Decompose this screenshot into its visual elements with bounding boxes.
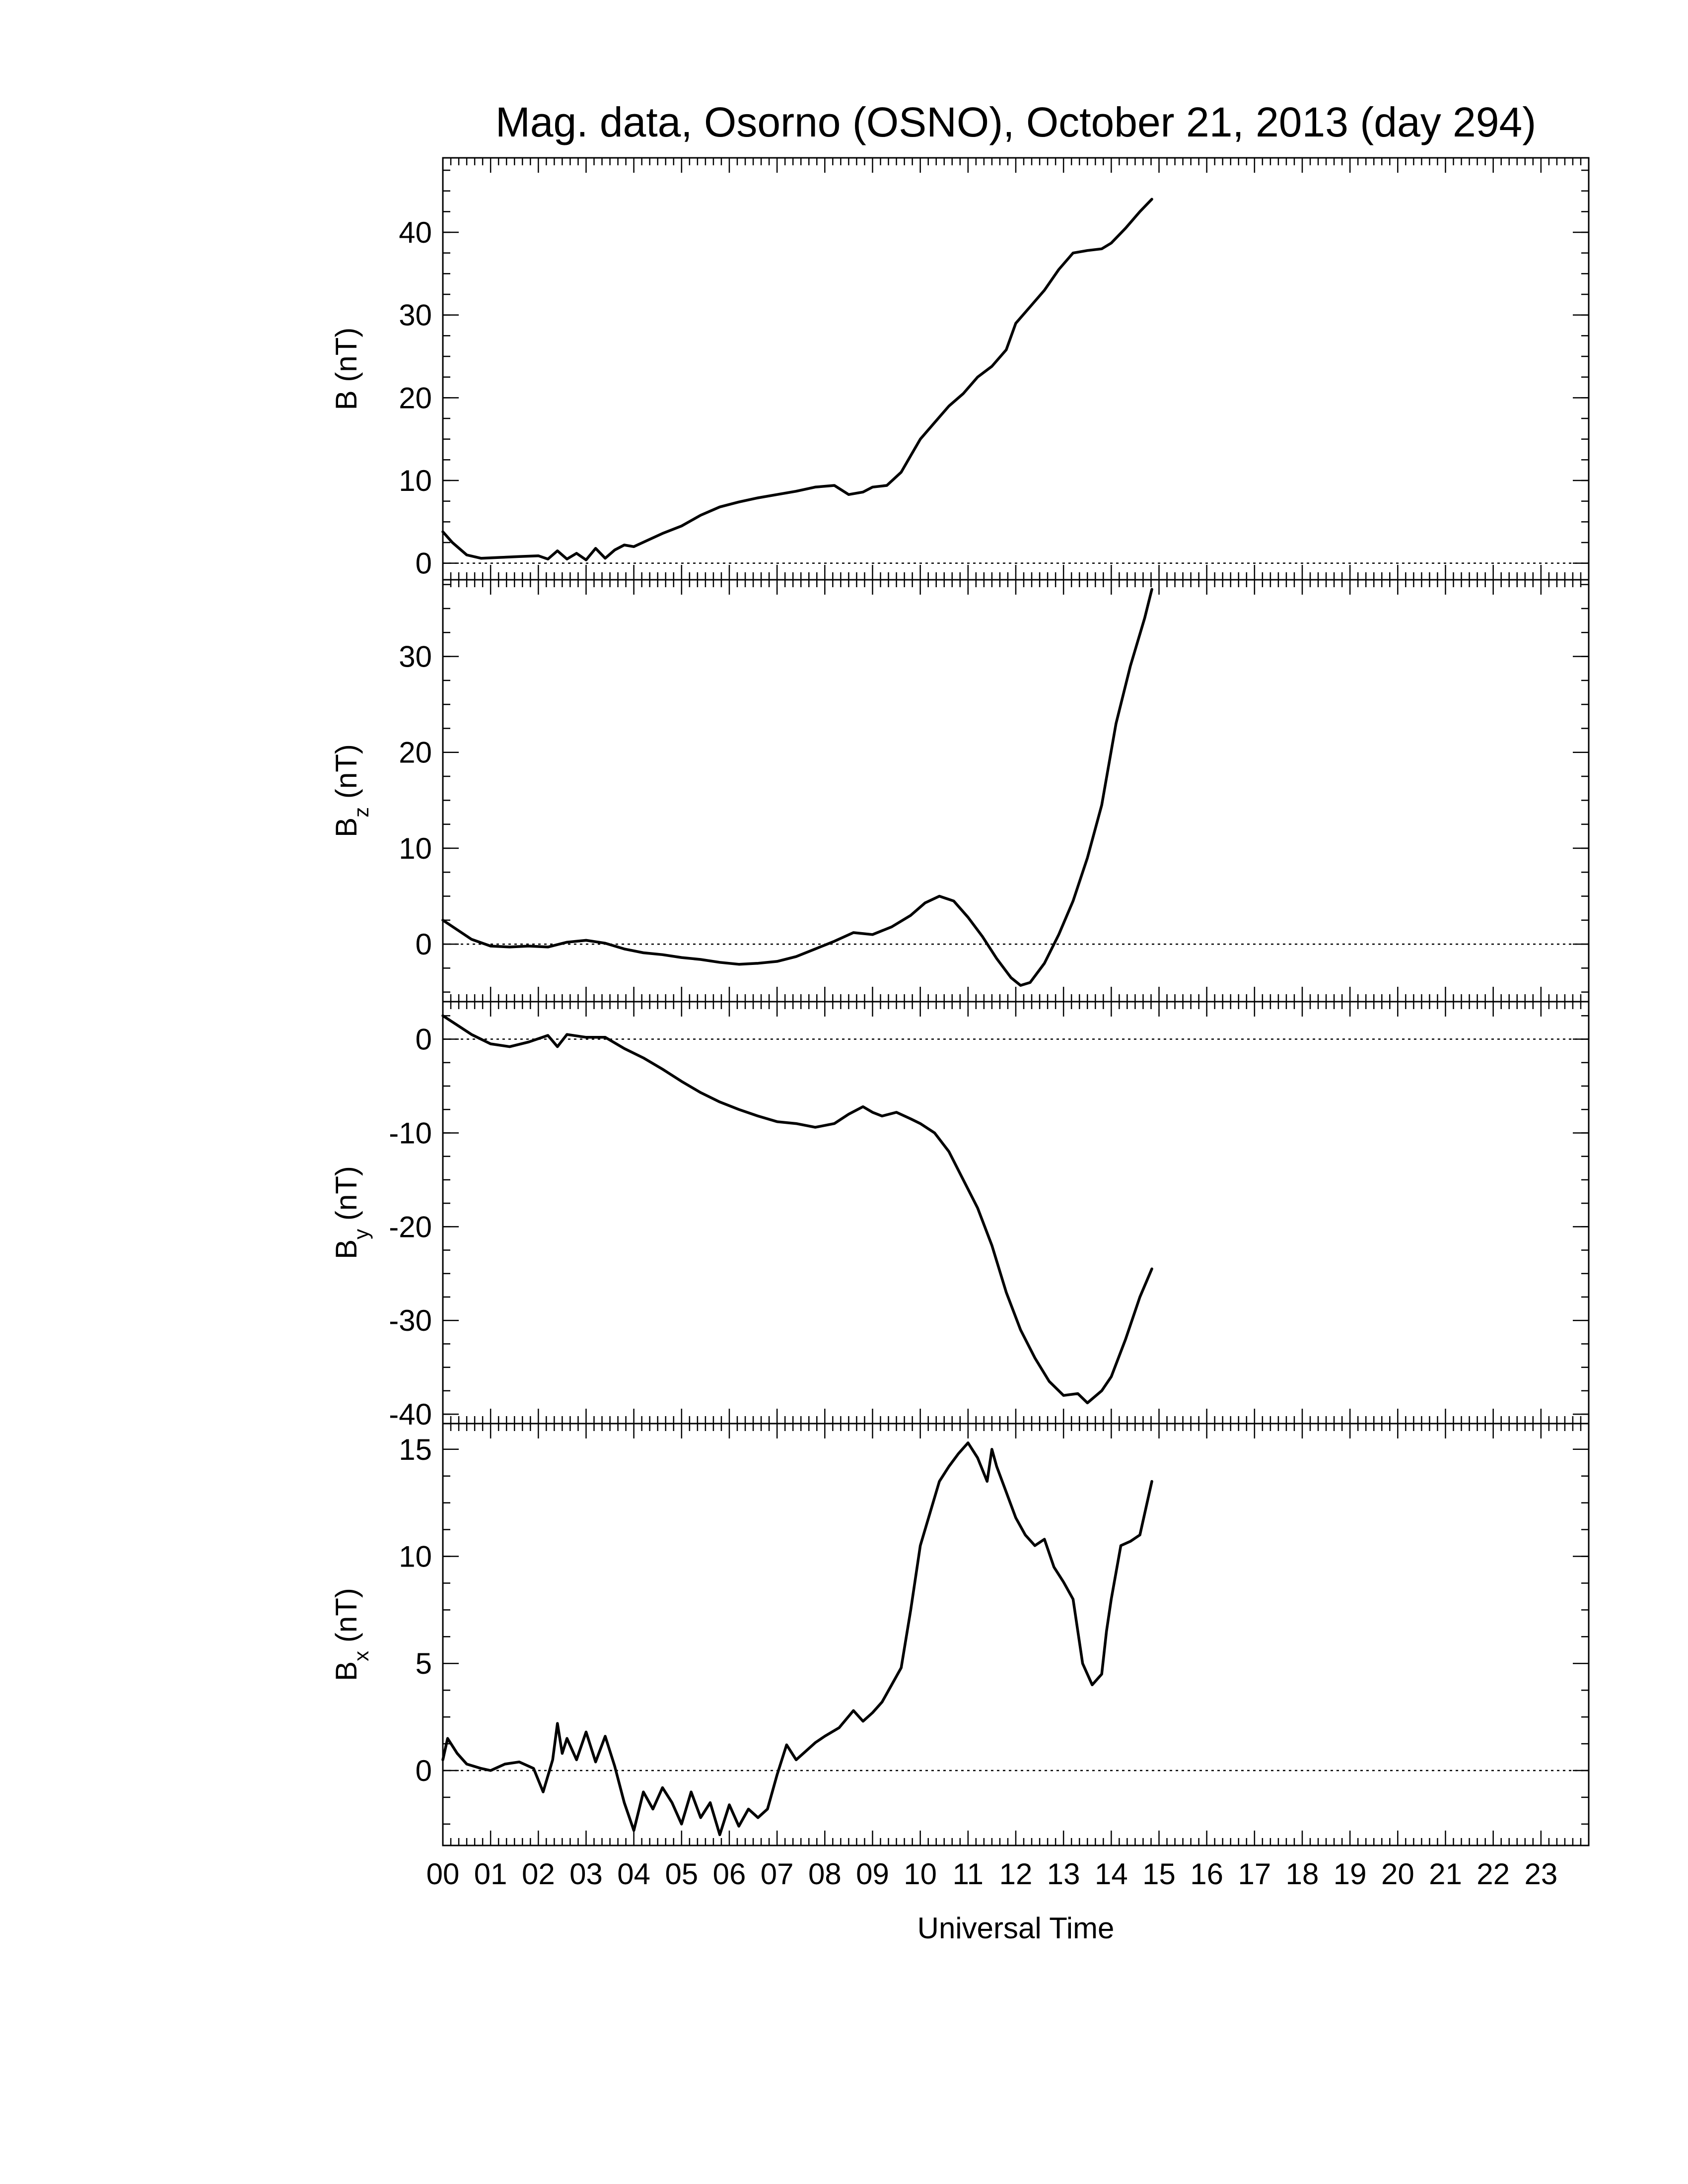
x-tick-label: 19	[1334, 1857, 1367, 1891]
y-tick-label: 15	[399, 1433, 432, 1466]
panel-frame	[442, 1001, 1590, 1425]
x-tick-label: 16	[1190, 1857, 1223, 1891]
x-tick-label: 08	[808, 1857, 842, 1891]
x-tick-label: 15	[1142, 1857, 1176, 1891]
y-tick-label: 30	[399, 299, 432, 332]
panel-0: 0 10 20 30 40 B (nT)	[330, 157, 1590, 581]
x-tick-label: 04	[617, 1857, 650, 1891]
x-tick-label: 05	[665, 1857, 698, 1891]
x-tick-label: 21	[1429, 1857, 1462, 1891]
x-tick-label: 13	[1047, 1857, 1080, 1891]
x-tick-label: 20	[1381, 1857, 1414, 1891]
y-tick-label: -10	[389, 1116, 432, 1150]
panel-frame	[442, 579, 1590, 1003]
data-trace	[441, 588, 1153, 987]
y-tick-label: 0	[416, 1023, 432, 1056]
x-tick-label: 06	[713, 1857, 746, 1891]
y-axis-label: Bz (nT)	[330, 744, 373, 837]
x-tick-label: 22	[1477, 1857, 1510, 1891]
data-trace	[441, 1014, 1153, 1405]
x-tick-label: 07	[761, 1857, 794, 1891]
x-tick-label: 14	[1095, 1857, 1128, 1891]
y-tick-label: 0	[416, 1754, 432, 1787]
panel-frame	[442, 157, 1590, 581]
x-tick-label: 18	[1286, 1857, 1319, 1891]
x-axis-group: 00 01 02 03 04 05 06 07 08 09 10 11 12 13 14 15 16 17 18 19…	[426, 1857, 1558, 1891]
y-tick-label: -20	[389, 1210, 432, 1243]
x-tick-label: 23	[1524, 1857, 1557, 1891]
x-tick-label: 01	[474, 1857, 507, 1891]
x-tick-label: 11	[953, 1857, 984, 1891]
y-axis-label: B (nT)	[330, 328, 363, 410]
y-tick-label: 20	[399, 736, 432, 769]
y-tick-label: -30	[389, 1304, 432, 1337]
x-tick-label: 10	[904, 1857, 937, 1891]
panel-frame	[442, 1423, 1590, 1846]
y-tick-label: -40	[389, 1398, 432, 1431]
x-tick-label: 09	[856, 1857, 889, 1891]
y-tick-label: 10	[399, 1540, 432, 1573]
x-tick-label: 03	[569, 1857, 603, 1891]
y-tick-label: 40	[399, 216, 432, 249]
y-tick-label: 0	[416, 928, 432, 961]
panel-1: 0 10 20 30 Bz (nT)	[330, 579, 1590, 1003]
y-tick-label: 5	[416, 1647, 432, 1680]
y-tick-label: 0	[416, 547, 432, 580]
y-tick-label: 10	[399, 832, 432, 865]
panel-3: 0 5 10 15 Bx (nT)	[330, 1423, 1590, 1846]
x-tick-label: 00	[426, 1857, 460, 1891]
data-trace	[441, 1441, 1153, 1837]
panel-2: 0 -10 -20 -30 -40 By (nT)	[330, 1001, 1590, 1431]
y-tick-label: 30	[399, 640, 432, 674]
chart-title: Mag. data, Osorno (OSNO), October 21, 20…	[495, 99, 1536, 145]
y-axis-label: By (nT)	[330, 1166, 373, 1259]
panels-group: 0 10 20 30 40 B (nT) 0 10 20 30 Bz (nT) 0 -10 -20 -30 -…	[330, 157, 1590, 1846]
x-tick-label: 17	[1238, 1857, 1271, 1891]
x-axis-title: Universal Time	[917, 1911, 1115, 1945]
y-tick-label: 10	[399, 464, 432, 497]
x-tick-label: 02	[522, 1857, 555, 1891]
y-tick-label: 20	[399, 381, 432, 414]
x-tick-label: 12	[999, 1857, 1033, 1891]
y-axis-label: Bx (nT)	[330, 1588, 373, 1681]
data-trace	[441, 198, 1153, 561]
